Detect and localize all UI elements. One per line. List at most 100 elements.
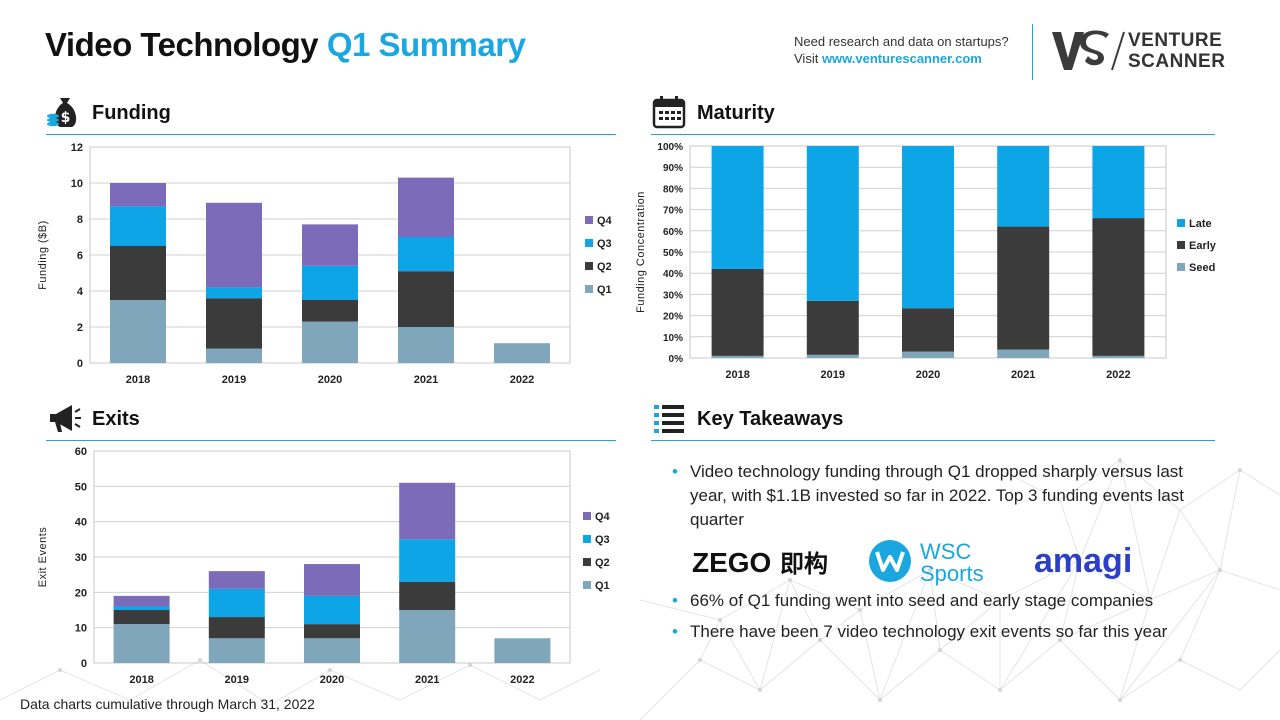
- bar-segment-q4: [398, 177, 454, 237]
- bar-segment-seed: [806, 354, 859, 358]
- y-tick-label: 80%: [663, 184, 683, 195]
- bar-segment-q1: [302, 321, 358, 363]
- exits-section-rule: [46, 440, 616, 441]
- x-tick-label: 2021: [1011, 369, 1035, 381]
- bar-segment-q3: [399, 539, 456, 582]
- legend-swatch: [583, 535, 591, 543]
- x-tick-label: 2021: [414, 374, 438, 386]
- bar-segment-early: [997, 226, 1050, 350]
- x-tick-label: 2019: [222, 374, 246, 386]
- bar-segment-q2: [110, 246, 166, 300]
- bar-segment-q4: [399, 482, 456, 540]
- bar-segment-seed: [997, 349, 1050, 358]
- bar-segment-q4: [110, 183, 166, 207]
- legend-swatch: [1177, 263, 1185, 271]
- bar-segment-seed: [711, 355, 764, 358]
- y-tick-label: 40: [75, 517, 87, 529]
- y-tick-label: 100%: [657, 142, 683, 153]
- bar-segment-early: [806, 300, 859, 355]
- legend-label: Q2: [597, 261, 612, 273]
- bar-segment-q2: [208, 617, 265, 639]
- y-tick-label: 30: [75, 552, 87, 564]
- bar-segment-q2: [206, 298, 262, 349]
- vs-logo-icon: [1052, 30, 1125, 71]
- x-tick-label: 2019: [225, 674, 249, 686]
- bar-segment-q2: [398, 271, 454, 327]
- bar-segment-q3: [206, 287, 262, 299]
- y-tick-label: 40%: [663, 269, 683, 280]
- website-link[interactable]: www.venturescanner.com: [821, 51, 982, 66]
- y-tick-label: 0: [77, 358, 83, 370]
- legend-swatch: [1177, 219, 1185, 227]
- bar-segment-seed: [1092, 355, 1145, 358]
- x-tick-label: 2021: [415, 674, 439, 686]
- bar-segment-q3: [113, 606, 170, 610]
- maturity-chart-svg: 0% 10% 20% 30% 40% 50% 60% 70% 80% 90% 100% 2018 201…: [635, 142, 1217, 381]
- x-tick-label: 2022: [510, 674, 534, 686]
- funding-section-label: Funding: [92, 102, 171, 124]
- bar-segment-q1: [494, 638, 551, 663]
- bar-segment-late: [711, 146, 764, 269]
- y-axis-label: Funding ($B): [37, 220, 49, 290]
- maturity-section-rule: [651, 134, 1215, 135]
- x-tick-label: 2022: [1106, 369, 1130, 381]
- bar-segment-early: [902, 308, 954, 352]
- takeaway-item: • 66% of Q1 funding went into seed and e…: [672, 589, 1232, 613]
- bar-segment-q1: [113, 624, 170, 663]
- brand-line1: VENTURE: [1128, 30, 1223, 51]
- takeaways-section-label: Key Takeaways: [697, 408, 844, 430]
- header-divider: [1032, 24, 1033, 80]
- legend-swatch: [585, 239, 593, 247]
- exits-section-label: Exits: [92, 408, 140, 430]
- brand-line2: SCANNER: [1128, 51, 1226, 72]
- bar-segment-q2: [399, 581, 456, 610]
- wsc-logo-line2: Sports: [920, 561, 984, 586]
- legend-swatch: [585, 285, 593, 293]
- legend-label: Early: [1189, 240, 1217, 252]
- x-tick-label: 2020: [318, 374, 342, 386]
- zego-logo-text: ZEGO: [692, 547, 771, 578]
- maturity-section-header: Maturity: [651, 90, 1215, 130]
- x-tick-label: 2018: [725, 369, 749, 381]
- y-axis-label: Exit Events: [37, 527, 49, 588]
- x-tick-label: 2018: [129, 674, 153, 686]
- bullet-icon: •: [672, 622, 678, 641]
- x-tick-label: 2020: [916, 369, 940, 381]
- promo-visit: Visit: [794, 51, 822, 66]
- legend-label: Late: [1189, 218, 1212, 230]
- legend-label: Q4: [597, 215, 613, 227]
- bar-segment-q4: [206, 202, 262, 288]
- bar-segment-early: [1092, 218, 1145, 356]
- bar-segment-q2: [304, 624, 360, 639]
- x-tick-label: 2019: [821, 369, 845, 381]
- bar-segment-q1: [304, 638, 360, 663]
- takeaway-item: • There have been 7 video technology exi…: [672, 620, 1232, 644]
- venture-scanner-logo: VENTURE SCANNER: [1050, 28, 1225, 74]
- funding-section-rule: [46, 134, 616, 135]
- funding-section-header: $ Funding: [46, 90, 616, 130]
- footer-note: Data charts cumulative through March 31,…: [20, 696, 315, 712]
- y-tick-label: 0%: [669, 354, 684, 365]
- legend-swatch: [583, 512, 591, 520]
- title-accent: Q1 Summary: [326, 26, 526, 63]
- bullet-icon: •: [672, 591, 678, 610]
- y-tick-label: 4: [77, 286, 84, 298]
- y-tick-label: 70%: [663, 206, 683, 217]
- zego-logo: ZEGO 即构: [692, 547, 828, 578]
- bar-segment-q1: [398, 327, 454, 363]
- y-tick-label: 60%: [663, 227, 683, 238]
- y-tick-label: 12: [71, 142, 83, 154]
- promo-line: Need research and data on startups?: [794, 34, 1009, 49]
- legend-swatch: [1177, 241, 1185, 249]
- bar-segment-q1: [110, 300, 166, 363]
- y-tick-label: 50: [75, 481, 87, 493]
- bar-segment-q1: [399, 610, 456, 663]
- money-bag-icon: $: [47, 98, 77, 127]
- exits-section-header: Exits: [46, 396, 616, 436]
- bar-segment-q3: [304, 595, 360, 625]
- exits-chart-svg: 0 10 20 30 40 50 60 2018 2019 2020 2021 2022 Exit Ev…: [37, 446, 611, 686]
- bar-segment-q4: [113, 595, 170, 607]
- takeaway-text: Video technology funding through Q1 drop…: [690, 462, 1184, 529]
- bar-segment-q3: [110, 206, 166, 246]
